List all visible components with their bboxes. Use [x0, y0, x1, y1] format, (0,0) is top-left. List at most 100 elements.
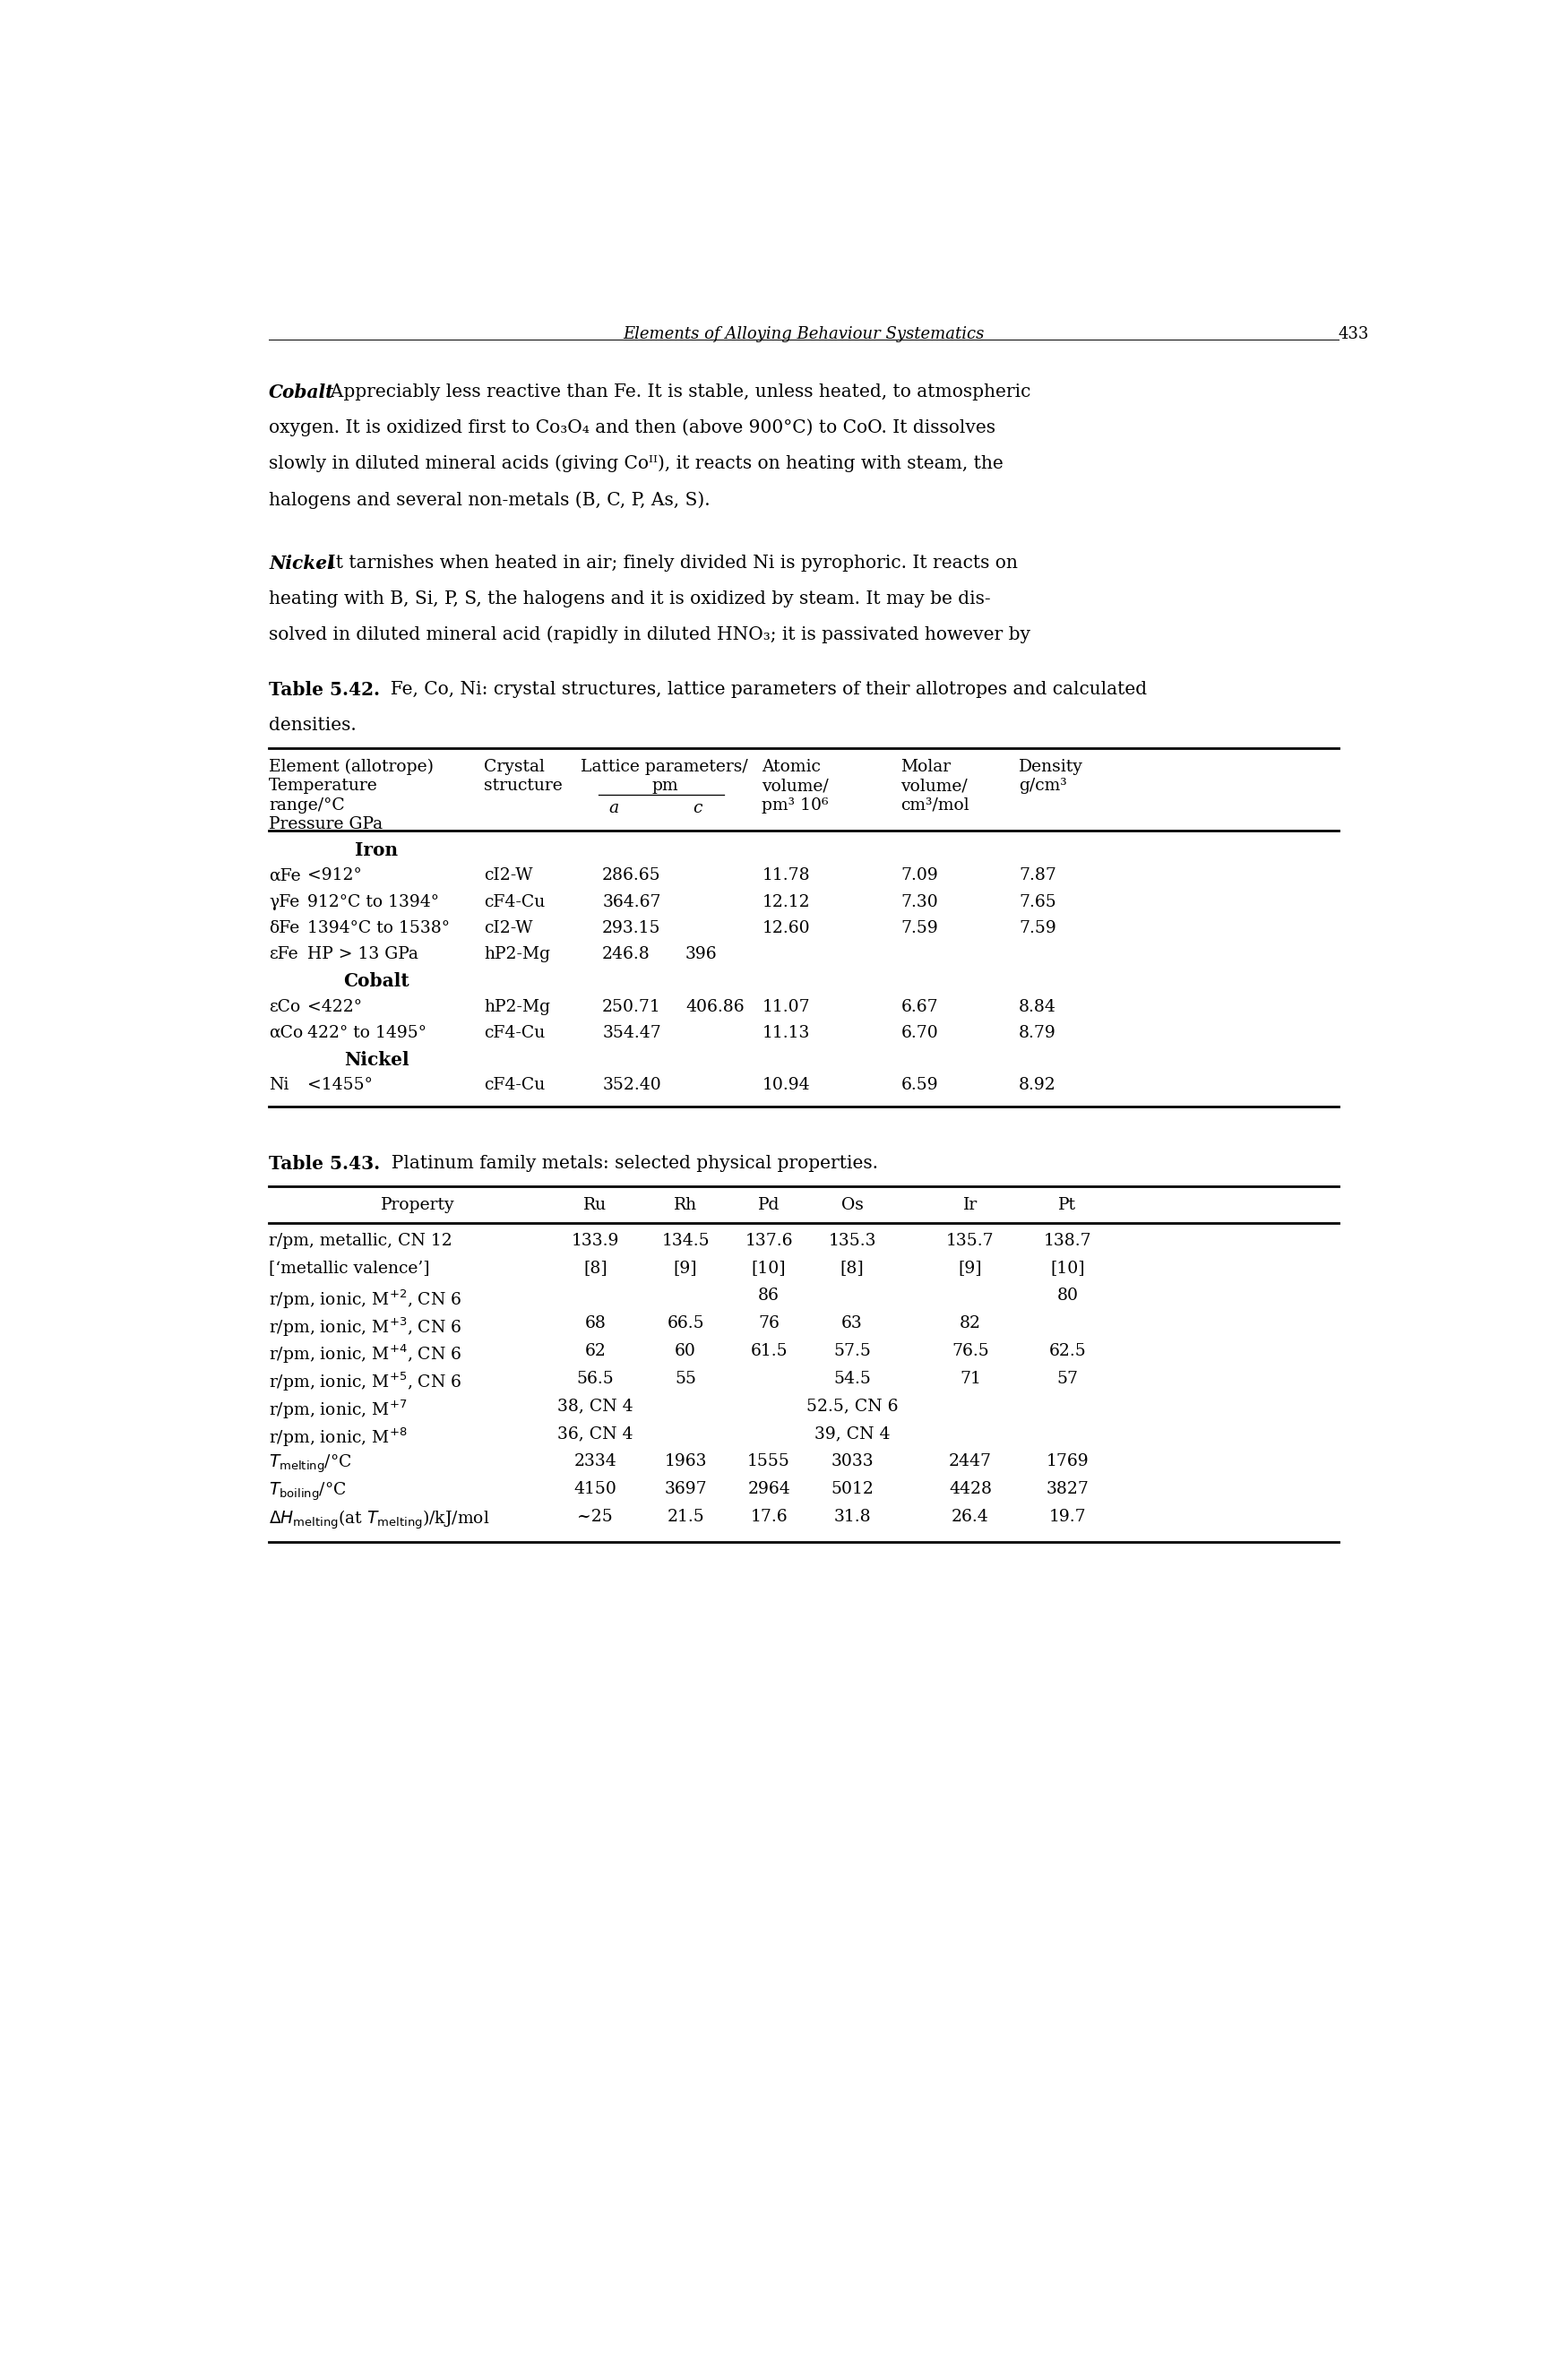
Text: 7.09: 7.09 — [900, 868, 938, 883]
Text: structure: structure — [485, 779, 563, 793]
Text: 135.3: 135.3 — [828, 1232, 877, 1248]
Text: 1394°C to 1538°: 1394°C to 1538° — [307, 920, 450, 937]
Text: 1963: 1963 — [665, 1454, 707, 1470]
Text: 286.65: 286.65 — [602, 868, 662, 883]
Text: <422°: <422° — [307, 998, 362, 1015]
Text: r/pm, ionic, M$^{+2}$, CN 6: r/pm, ionic, M$^{+2}$, CN 6 — [270, 1289, 463, 1310]
Text: [8]: [8] — [840, 1260, 864, 1277]
Text: Pd: Pd — [757, 1197, 779, 1213]
Text: . It tarnishes when heated in air; finely divided Ni is pyrophoric. It reacts on: . It tarnishes when heated in air; finel… — [317, 555, 1018, 571]
Text: 11.78: 11.78 — [762, 868, 811, 883]
Text: r/pm, ionic, M$^{+3}$, CN 6: r/pm, ionic, M$^{+3}$, CN 6 — [270, 1315, 463, 1338]
Text: slowly in diluted mineral acids (giving Coᴵᴵ), it reacts on heating with steam, : slowly in diluted mineral acids (giving … — [270, 455, 1004, 472]
Text: 12.12: 12.12 — [762, 894, 811, 911]
Text: 17.6: 17.6 — [750, 1508, 787, 1525]
Text: αFe: αFe — [270, 868, 301, 883]
Text: Os: Os — [840, 1197, 864, 1213]
Text: Ru: Ru — [583, 1197, 607, 1213]
Text: 3697: 3697 — [665, 1480, 707, 1496]
Text: 137.6: 137.6 — [745, 1232, 793, 1248]
Text: 80: 80 — [1057, 1289, 1079, 1303]
Text: 21.5: 21.5 — [666, 1508, 704, 1525]
Text: 61.5: 61.5 — [750, 1343, 787, 1359]
Text: 56.5: 56.5 — [577, 1371, 615, 1388]
Text: solved in diluted mineral acid (rapidly in diluted HNO₃; it is passivated howeve: solved in diluted mineral acid (rapidly … — [270, 625, 1030, 644]
Text: a: a — [608, 800, 619, 817]
Text: 3033: 3033 — [831, 1454, 873, 1470]
Text: 406.86: 406.86 — [685, 998, 745, 1015]
Text: 76.5: 76.5 — [952, 1343, 989, 1359]
Text: 250.71: 250.71 — [602, 998, 662, 1015]
Text: 396: 396 — [685, 946, 718, 963]
Text: 912°C to 1394°: 912°C to 1394° — [307, 894, 439, 911]
Text: 54.5: 54.5 — [834, 1371, 870, 1388]
Text: 133.9: 133.9 — [571, 1232, 619, 1248]
Text: Table 5.43.: Table 5.43. — [270, 1156, 379, 1173]
Text: cF4-Cu: cF4-Cu — [485, 894, 546, 911]
Text: 12.60: 12.60 — [762, 920, 811, 937]
Text: densities.: densities. — [270, 717, 356, 734]
Text: 7.65: 7.65 — [1019, 894, 1057, 911]
Text: 63: 63 — [842, 1315, 862, 1331]
Text: 5012: 5012 — [831, 1480, 873, 1496]
Text: γFe: γFe — [270, 894, 299, 911]
Text: HP > 13 GPa: HP > 13 GPa — [307, 946, 419, 963]
Text: ~25: ~25 — [577, 1508, 613, 1525]
Text: 8.79: 8.79 — [1019, 1024, 1057, 1041]
Text: 10.94: 10.94 — [762, 1076, 811, 1093]
Text: 6.67: 6.67 — [900, 998, 938, 1015]
Text: hP2-Mg: hP2-Mg — [485, 998, 550, 1015]
Text: Cobalt: Cobalt — [343, 972, 409, 991]
Text: pm³ 10⁶: pm³ 10⁶ — [762, 798, 829, 814]
Text: cI2-W: cI2-W — [485, 868, 533, 883]
Text: 52.5, CN 6: 52.5, CN 6 — [806, 1397, 898, 1414]
Text: 7.59: 7.59 — [1019, 920, 1057, 937]
Text: Platinum family metals: selected physical properties.: Platinum family metals: selected physica… — [379, 1156, 878, 1173]
Text: 31.8: 31.8 — [834, 1508, 870, 1525]
Text: 134.5: 134.5 — [662, 1232, 710, 1248]
Text: 62: 62 — [585, 1343, 605, 1359]
Text: Iron: Iron — [354, 840, 398, 859]
Text: Ir: Ir — [963, 1197, 977, 1213]
Text: heating with B, Si, P, S, the halogens and it is oxidized by steam. It may be di: heating with B, Si, P, S, the halogens a… — [270, 590, 991, 607]
Text: 246.8: 246.8 — [602, 946, 651, 963]
Text: 57: 57 — [1057, 1371, 1079, 1388]
Text: Temperature: Temperature — [270, 779, 378, 793]
Text: 11.13: 11.13 — [762, 1024, 809, 1041]
Text: Rh: Rh — [674, 1197, 698, 1213]
Text: <1455°: <1455° — [307, 1076, 373, 1093]
Text: 55: 55 — [674, 1371, 696, 1388]
Text: 38, CN 4: 38, CN 4 — [557, 1397, 633, 1414]
Text: 352.40: 352.40 — [602, 1076, 662, 1093]
Text: εCo: εCo — [270, 998, 301, 1015]
Text: 7.30: 7.30 — [900, 894, 938, 911]
Text: c: c — [693, 800, 702, 817]
Text: 76: 76 — [759, 1315, 779, 1331]
Text: cm³/mol: cm³/mol — [900, 798, 969, 814]
Text: 62.5: 62.5 — [1049, 1343, 1087, 1359]
Text: Nickel: Nickel — [270, 555, 334, 571]
Text: 8.92: 8.92 — [1019, 1076, 1057, 1093]
Text: 293.15: 293.15 — [602, 920, 662, 937]
Text: Ni: Ni — [270, 1076, 289, 1093]
Text: halogens and several non-metals (B, C, P, As, S).: halogens and several non-metals (B, C, P… — [270, 491, 710, 507]
Text: cI2-W: cI2-W — [485, 920, 533, 937]
Text: Pressure GPa: Pressure GPa — [270, 817, 383, 833]
Text: Lattice parameters/: Lattice parameters/ — [582, 758, 748, 774]
Text: 6.59: 6.59 — [900, 1076, 938, 1093]
Text: <912°: <912° — [307, 868, 362, 883]
Text: r/pm, metallic, CN 12: r/pm, metallic, CN 12 — [270, 1232, 453, 1248]
Text: volume/: volume/ — [762, 779, 829, 793]
Text: αCo: αCo — [270, 1024, 303, 1041]
Text: 7.87: 7.87 — [1019, 868, 1057, 883]
Text: [8]: [8] — [583, 1260, 607, 1277]
Text: $\Delta H_{\mathrm{melting}}$(at $T_{\mathrm{melting}}$)/kJ/mol: $\Delta H_{\mathrm{melting}}$(at $T_{\ma… — [270, 1508, 489, 1532]
Text: 7.59: 7.59 — [900, 920, 938, 937]
Text: volume/: volume/ — [900, 779, 967, 793]
Text: εFe: εFe — [270, 946, 298, 963]
Text: 26.4: 26.4 — [952, 1508, 989, 1525]
Text: 66.5: 66.5 — [666, 1315, 704, 1331]
Text: Pt: Pt — [1058, 1197, 1076, 1213]
Text: 60: 60 — [674, 1343, 696, 1359]
Text: Table 5.42.: Table 5.42. — [270, 682, 379, 699]
